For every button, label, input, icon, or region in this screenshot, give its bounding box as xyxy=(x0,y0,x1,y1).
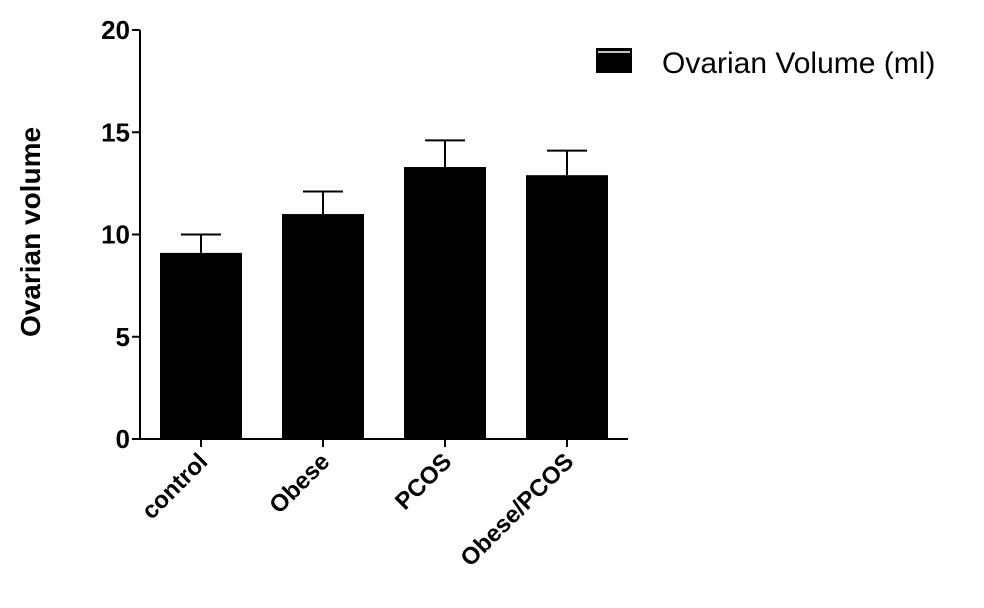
x-tick-label: Obese/PCOS xyxy=(455,448,579,572)
bar xyxy=(526,175,608,439)
bar xyxy=(404,167,486,439)
legend-label: Ovarian Volume (ml) xyxy=(662,47,935,80)
bar xyxy=(160,252,242,439)
y-tick-label: 20 xyxy=(101,15,130,45)
x-tick-label: PCOS xyxy=(390,448,457,515)
y-tick-label: 10 xyxy=(101,220,130,250)
y-tick-label: 15 xyxy=(101,117,130,147)
error-bars-layer xyxy=(181,139,587,253)
x-tick-label: control xyxy=(137,448,214,525)
y-axis-title: Ovarian volume xyxy=(15,127,46,337)
x-tick-label: Obese xyxy=(264,448,335,519)
y-tick-label: 5 xyxy=(116,322,130,352)
legend: Ovarian Volume (ml) xyxy=(596,47,935,80)
bar xyxy=(282,214,364,439)
y-ticks-layer: 0 5 10 15 20 xyxy=(101,15,140,454)
bars-layer xyxy=(160,167,608,439)
y-tick-label: 0 xyxy=(116,424,130,454)
